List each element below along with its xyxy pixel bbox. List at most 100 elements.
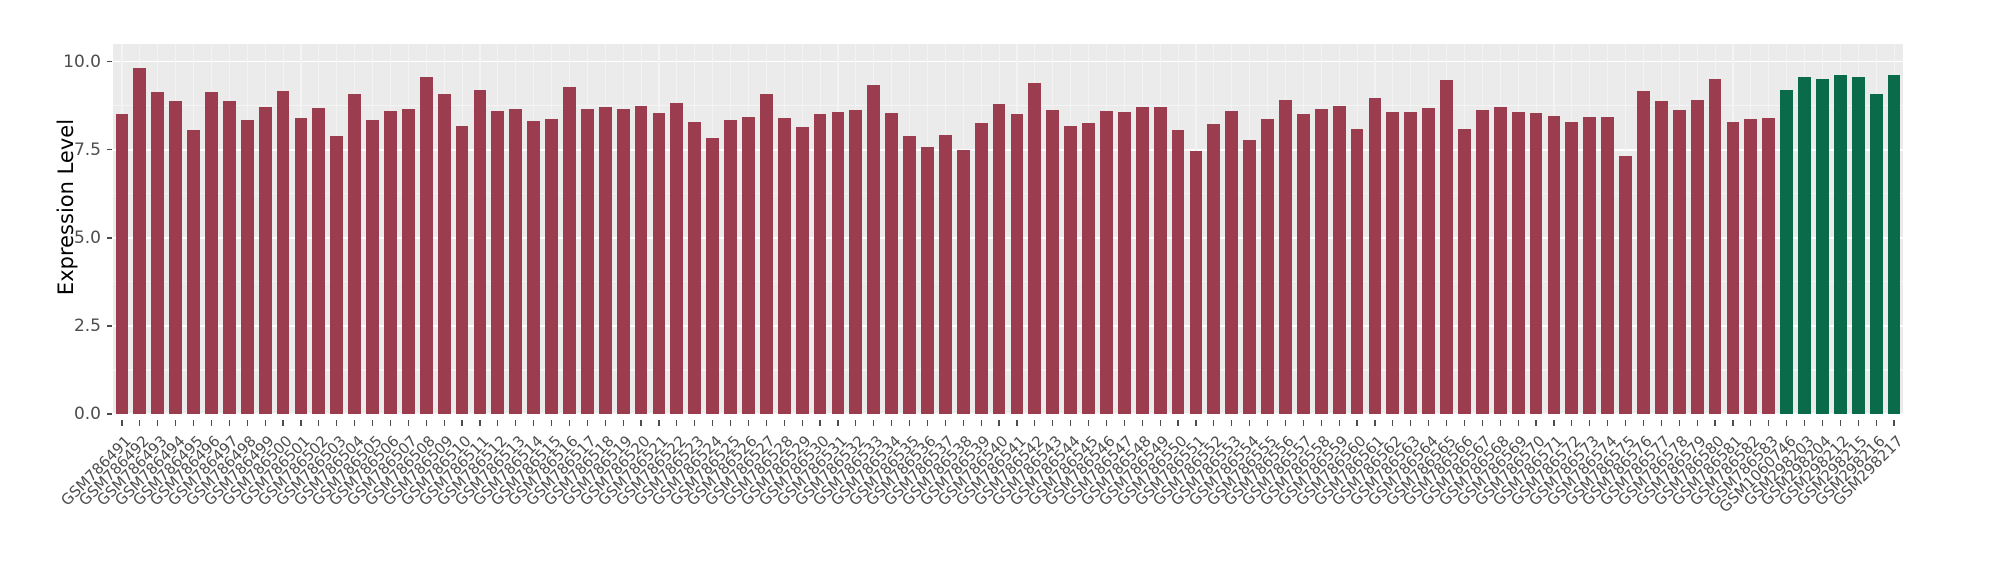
bar[interactable] (706, 138, 720, 414)
bar[interactable] (795, 127, 809, 414)
bar[interactable] (1851, 77, 1865, 414)
bar[interactable] (1798, 76, 1811, 414)
bar[interactable] (240, 120, 254, 414)
bar[interactable] (1189, 151, 1203, 414)
bar[interactable] (849, 110, 863, 414)
bar[interactable] (276, 91, 290, 414)
bar[interactable] (580, 109, 594, 414)
bar[interactable] (921, 147, 934, 414)
bar[interactable] (598, 107, 612, 414)
bar[interactable] (509, 108, 523, 414)
bar[interactable] (1171, 129, 1185, 414)
bar[interactable] (1386, 111, 1400, 414)
bar[interactable] (133, 67, 147, 414)
bar[interactable] (1082, 122, 1095, 414)
bar[interactable] (1010, 113, 1024, 414)
bar[interactable] (867, 84, 881, 414)
bar[interactable] (1458, 129, 1471, 414)
bar[interactable] (724, 120, 737, 414)
bar[interactable] (1547, 116, 1561, 414)
bar[interactable] (545, 119, 558, 414)
bar[interactable] (1565, 121, 1579, 414)
bar[interactable] (1816, 78, 1829, 414)
bar[interactable] (1833, 75, 1847, 414)
bar[interactable] (992, 103, 1006, 414)
bar[interactable] (1207, 124, 1221, 414)
bar[interactable] (1440, 80, 1453, 414)
bar[interactable] (491, 110, 505, 414)
bar[interactable] (1887, 74, 1901, 414)
bar[interactable] (1296, 114, 1310, 414)
bar[interactable] (956, 149, 970, 414)
bar[interactable] (1261, 119, 1274, 414)
bar[interactable] (1314, 108, 1328, 414)
bar[interactable] (312, 108, 326, 414)
bar[interactable] (563, 87, 576, 414)
bar[interactable] (1726, 122, 1740, 414)
bar[interactable] (437, 94, 451, 414)
bar[interactable] (455, 126, 469, 414)
bar[interactable] (1869, 94, 1883, 414)
bar[interactable] (1100, 110, 1113, 414)
bar[interactable] (366, 120, 379, 414)
bar[interactable] (1243, 140, 1257, 414)
bar[interactable] (1368, 97, 1382, 414)
bar[interactable] (1279, 100, 1292, 414)
bar[interactable] (527, 120, 541, 414)
bar[interactable] (1064, 126, 1078, 414)
bar[interactable] (938, 134, 952, 414)
bar[interactable] (1780, 89, 1794, 414)
bar[interactable] (1332, 106, 1346, 414)
bar[interactable] (115, 113, 129, 414)
bar[interactable] (1135, 107, 1149, 414)
bar[interactable] (1511, 112, 1525, 414)
bar[interactable] (1762, 118, 1776, 414)
bar[interactable] (885, 113, 899, 414)
bar[interactable] (634, 106, 648, 414)
bar[interactable] (473, 89, 487, 414)
bar[interactable] (1583, 117, 1597, 414)
bar[interactable] (1153, 107, 1167, 414)
bar[interactable] (1637, 91, 1650, 414)
bar[interactable] (1708, 79, 1722, 414)
bar[interactable] (1601, 116, 1615, 414)
bar[interactable] (1690, 100, 1704, 414)
bar[interactable] (688, 121, 702, 414)
bar[interactable] (1672, 110, 1686, 414)
bar[interactable] (1117, 112, 1131, 414)
bar[interactable] (1744, 118, 1758, 414)
bar[interactable] (1475, 109, 1489, 414)
bar[interactable] (742, 116, 755, 414)
bar[interactable] (1493, 106, 1507, 414)
bar[interactable] (294, 118, 308, 414)
bar[interactable] (330, 136, 344, 414)
bar[interactable] (151, 92, 165, 414)
bar[interactable] (1654, 101, 1668, 414)
bar[interactable] (974, 122, 988, 414)
bar[interactable] (1529, 112, 1543, 414)
bar[interactable] (169, 101, 183, 414)
bar[interactable] (813, 114, 827, 414)
bar[interactable] (384, 110, 397, 414)
bar[interactable] (1028, 83, 1042, 414)
bar[interactable] (258, 106, 272, 414)
bar[interactable] (903, 135, 916, 414)
bar[interactable] (222, 101, 236, 414)
bar[interactable] (401, 109, 415, 414)
bar[interactable] (205, 92, 218, 414)
bar[interactable] (187, 129, 200, 414)
bar[interactable] (1225, 110, 1239, 414)
bar[interactable] (1422, 108, 1436, 414)
bar[interactable] (348, 94, 362, 414)
bar[interactable] (1404, 112, 1418, 414)
bar[interactable] (1046, 109, 1060, 414)
bar[interactable] (616, 109, 630, 414)
bar[interactable] (670, 102, 684, 414)
bar[interactable] (777, 118, 791, 414)
bar[interactable] (831, 111, 845, 414)
bar[interactable] (419, 77, 433, 414)
bar[interactable] (759, 94, 773, 414)
bar[interactable] (652, 112, 666, 414)
bar[interactable] (1350, 128, 1364, 414)
bar[interactable] (1619, 156, 1632, 414)
